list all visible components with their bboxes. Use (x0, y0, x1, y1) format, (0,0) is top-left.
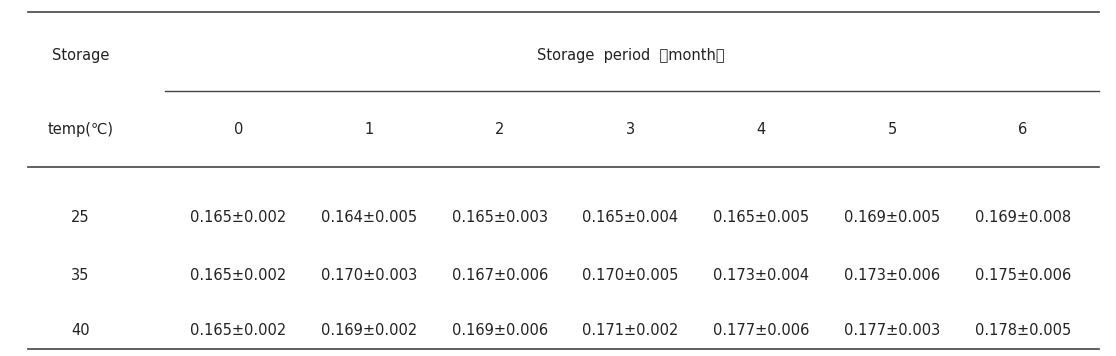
Text: 0.165±0.002: 0.165±0.002 (190, 268, 287, 283)
Text: Storage: Storage (51, 48, 109, 63)
Text: 5: 5 (887, 122, 896, 137)
Text: 0.165±0.002: 0.165±0.002 (190, 323, 287, 338)
Text: 0.173±0.004: 0.173±0.004 (713, 268, 809, 283)
Text: 0.164±0.005: 0.164±0.005 (321, 210, 417, 225)
Text: 35: 35 (71, 268, 89, 283)
Text: 0.169±0.005: 0.169±0.005 (844, 210, 940, 225)
Text: 0.165±0.002: 0.165±0.002 (190, 210, 287, 225)
Text: 0.178±0.005: 0.178±0.005 (974, 323, 1071, 338)
Text: 0.169±0.006: 0.169±0.006 (452, 323, 548, 338)
Text: 0.173±0.006: 0.173±0.006 (844, 268, 940, 283)
Text: 0: 0 (233, 122, 243, 137)
Text: temp(℃): temp(℃) (47, 122, 114, 137)
Text: 0.167±0.006: 0.167±0.006 (452, 268, 548, 283)
Text: 25: 25 (71, 210, 89, 225)
Text: 0.165±0.004: 0.165±0.004 (583, 210, 679, 225)
Text: 4: 4 (757, 122, 766, 137)
Text: 0.169±0.002: 0.169±0.002 (321, 323, 417, 338)
Text: 0.175±0.006: 0.175±0.006 (974, 268, 1071, 283)
Text: Storage  period  （month）: Storage period （month） (537, 48, 724, 63)
Text: 0.165±0.003: 0.165±0.003 (452, 210, 548, 225)
Text: 0.177±0.006: 0.177±0.006 (713, 323, 809, 338)
Text: 1: 1 (365, 122, 374, 137)
Text: 3: 3 (626, 122, 635, 137)
Text: 6: 6 (1018, 122, 1028, 137)
Text: 0.170±0.005: 0.170±0.005 (583, 268, 679, 283)
Text: 0.165±0.005: 0.165±0.005 (713, 210, 809, 225)
Text: 0.177±0.003: 0.177±0.003 (844, 323, 940, 338)
Text: 0.171±0.002: 0.171±0.002 (583, 323, 679, 338)
Text: 0.169±0.008: 0.169±0.008 (974, 210, 1070, 225)
Text: 2: 2 (496, 122, 504, 137)
Text: 0.170±0.003: 0.170±0.003 (321, 268, 417, 283)
Text: 40: 40 (71, 323, 89, 338)
